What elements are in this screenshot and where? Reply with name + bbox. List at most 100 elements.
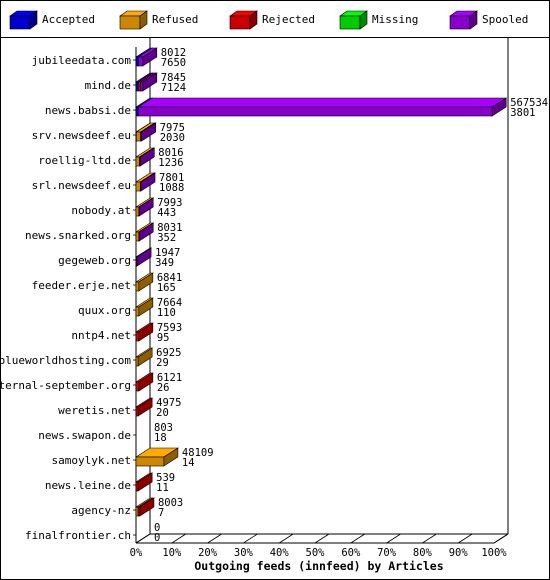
legend-swatch-refused — [119, 10, 148, 30]
category-label: jubileedata.com — [32, 54, 132, 67]
bar-segment — [134, 322, 154, 342]
legend: Accepted Refused Rejected Missing Spoole… — [1, 1, 549, 38]
x-tick-label: 80% — [413, 547, 433, 559]
bar-segment — [137, 97, 508, 117]
legend-label-rejected: Rejected — [262, 13, 315, 26]
data-label-top: 8031 — [157, 222, 182, 234]
bar-segment — [139, 72, 158, 92]
x-tick-label: 10% — [162, 547, 182, 559]
x-tick-label: 30% — [234, 547, 254, 559]
x-tick-label: 100% — [481, 547, 507, 559]
x-tick-label: 60% — [341, 547, 361, 559]
x-tick-label: 40% — [270, 547, 290, 559]
x-tick-mark — [493, 533, 509, 544]
bar-segment — [137, 497, 155, 517]
bar-segment — [135, 247, 153, 267]
data-label-top: 7975 — [160, 122, 185, 134]
x-tick-label: 0% — [130, 547, 143, 559]
legend-swatch-accepted — [9, 10, 38, 30]
data-label-top: 7801 — [159, 172, 184, 184]
category-label: gegeweb.org — [58, 254, 131, 267]
data-label-top: 7664 — [157, 297, 182, 309]
bar-segment — [137, 222, 155, 242]
category-label: finalfrontier.ch — [25, 529, 131, 542]
legend-swatch-spooled — [449, 10, 478, 30]
data-label-bottom: 7124 — [161, 82, 186, 94]
data-label-top: 8012 — [161, 47, 186, 59]
category-label: srv.newsdeef.eu — [32, 129, 131, 142]
data-label-top: 7845 — [161, 72, 186, 84]
data-label-bottom: 18 — [154, 432, 167, 444]
data-label-top: 7593 — [157, 322, 182, 334]
data-label-bottom: 1236 — [158, 157, 183, 169]
category-label: news.swapon.de — [38, 429, 131, 442]
data-label-bottom: 352 — [157, 232, 176, 244]
bar-segment — [138, 147, 156, 167]
category-label: blueworldhosting.com — [1, 354, 131, 367]
data-label-top: 6121 — [157, 372, 182, 384]
x-tick-label: 20% — [198, 547, 218, 559]
data-label-bottom: 0 — [154, 532, 160, 544]
x-tick-label: 50% — [306, 547, 326, 559]
data-label-top: 1947 — [155, 247, 180, 259]
bar-segment — [134, 447, 179, 467]
data-label-bottom: 7 — [158, 507, 164, 519]
data-label-top: 803 — [154, 422, 173, 434]
data-label-bottom: 349 — [155, 257, 174, 269]
legend-swatch-box — [449, 10, 478, 30]
x-tick-mark — [207, 533, 222, 544]
category-label: news.babsi.de — [45, 104, 131, 117]
category-label: quux.org — [78, 304, 131, 317]
data-label-bottom: 2030 — [160, 132, 185, 144]
legend-label-accepted: Accepted — [42, 13, 95, 26]
bar-segment — [137, 47, 158, 67]
legend-label-spooled: Spooled — [482, 13, 529, 26]
category-label: roellig-ltd.de — [38, 154, 131, 167]
data-label-bottom: 7650 — [161, 57, 186, 69]
x-tick-mark — [314, 533, 330, 544]
data-label-bottom: 26 — [157, 382, 170, 394]
data-label-bottom: 20 — [156, 407, 169, 419]
category-label: nobody.at — [71, 204, 131, 217]
legend-swatch-rejected — [229, 10, 258, 30]
x-tick-mark — [457, 533, 473, 544]
category-label: eternal-september.org — [1, 379, 131, 392]
bar-segment — [134, 347, 154, 367]
data-label-top: 48109 — [182, 447, 214, 459]
category-label: samoylyk.net — [52, 454, 131, 467]
x-tick-label: 70% — [377, 547, 397, 559]
x-tick-mark — [243, 533, 258, 544]
bar-segment — [134, 272, 154, 292]
legend-label-refused: Refused — [152, 13, 199, 26]
data-label-top: 567534 — [510, 97, 548, 109]
bar-segment — [134, 397, 154, 417]
data-label-top: 0 — [154, 522, 160, 534]
bar-segment — [134, 372, 154, 392]
legend-label-missing: Missing — [372, 13, 419, 26]
legend-swatch-box — [9, 10, 38, 30]
legend-swatch-box — [229, 10, 258, 30]
data-label-bottom: 11 — [156, 482, 169, 494]
chart-title: Outgoing feeds (innfeed) by Articles — [194, 559, 443, 573]
x-tick-mark — [278, 533, 294, 544]
x-tick-mark — [171, 533, 187, 544]
data-label-top: 8016 — [158, 147, 183, 159]
category-label: srl.newsdeef.eu — [32, 179, 131, 192]
legend-swatch-box — [119, 10, 148, 30]
data-label-top: 4975 — [156, 397, 181, 409]
bar-segment — [137, 197, 155, 217]
bar-segment — [139, 172, 157, 192]
data-label-top: 539 — [156, 472, 175, 484]
data-label-bottom: 14 — [182, 457, 195, 469]
category-label: news.leine.de — [45, 479, 131, 492]
x-tick-label: 90% — [449, 547, 469, 559]
data-label-bottom: 443 — [157, 207, 176, 219]
category-label: weretis.net — [58, 404, 131, 417]
data-label-top: 6841 — [157, 272, 182, 284]
data-label-top: 7993 — [157, 197, 182, 209]
legend-swatch-missing — [339, 10, 368, 30]
category-label: agency-nz — [71, 504, 131, 517]
x-tick-mark — [422, 533, 437, 544]
